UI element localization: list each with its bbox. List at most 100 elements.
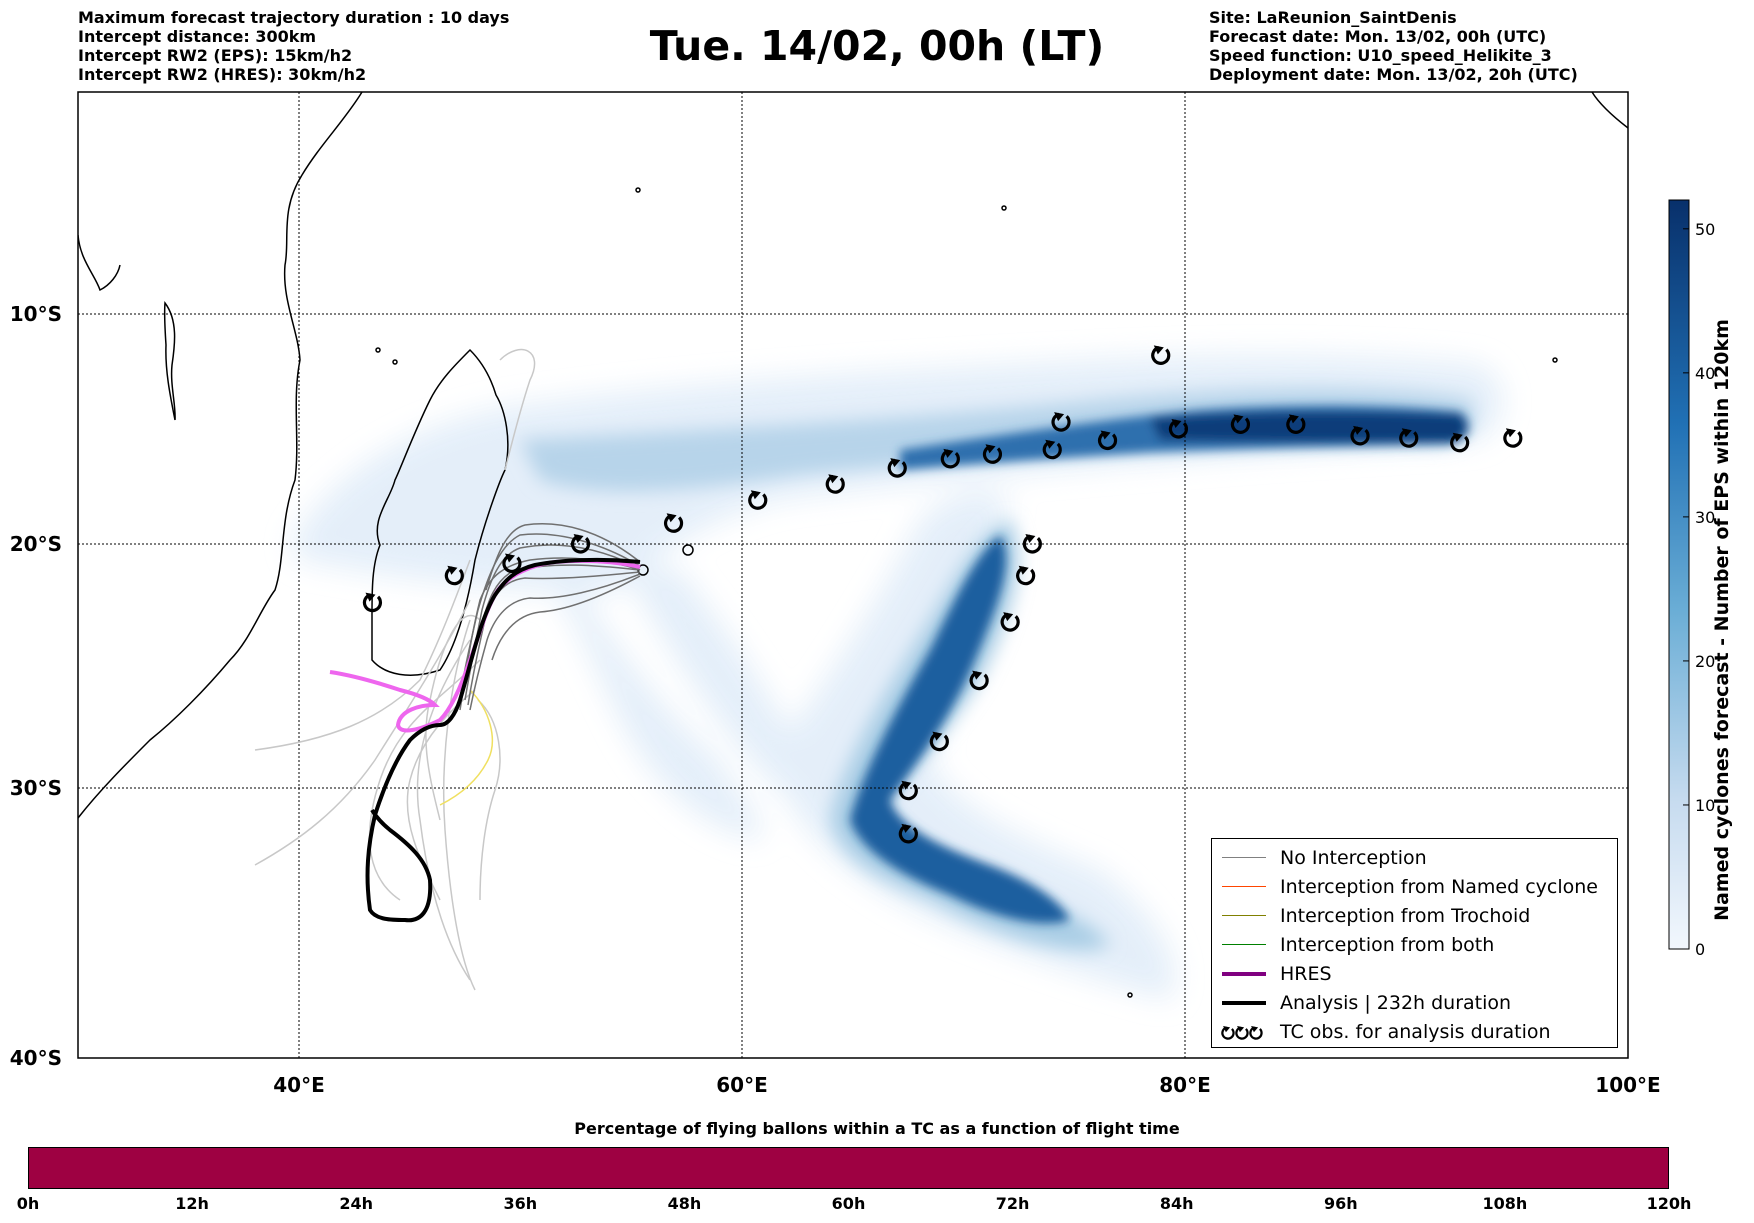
colorbar-tick-label: 0: [1695, 940, 1705, 959]
eps-light-4: [416, 639, 471, 981]
legend-item-no-interception: No Interception: [1220, 843, 1609, 872]
legend-label: TC obs. for analysis duration: [1280, 1020, 1551, 1043]
legend-label: HRES: [1280, 962, 1332, 985]
coast-lake: [163, 300, 176, 421]
coast-africa-horn: [78, 234, 121, 292]
eps-gray-6: [485, 523, 641, 591]
legend-item-analysis: Analysis | 232h duration: [1220, 988, 1609, 1017]
cyclone-icon: [1503, 426, 1523, 448]
legend-label: Interception from Named cyclone: [1280, 875, 1598, 898]
colorbar-tick-label: 50: [1695, 220, 1715, 239]
header-left-line-4: Intercept RW2 (HRES): 30km/h2: [78, 65, 367, 84]
coast-africa: [78, 92, 363, 819]
legend-item-tc-obs: TC obs. for analysis duration: [1220, 1017, 1609, 1046]
eps-light-5: [368, 659, 481, 901]
legend-swatch: [1222, 914, 1266, 916]
cyclone-icon: [1016, 564, 1036, 586]
coast-comoros-1: [375, 347, 381, 353]
flight-time-tick-label: 96h: [1323, 1194, 1358, 1213]
flight-time-tick-label: 24h: [339, 1194, 374, 1213]
legend-item-named-cyclone: Interception from Named cyclone: [1220, 872, 1609, 901]
coast-sumatra: [1591, 92, 1628, 129]
lon-label-40: 40°E: [273, 1073, 325, 1097]
coast-mauritius: [682, 544, 694, 556]
eps-gray-5: [469, 573, 641, 711]
header-left-line-2: Intercept distance: 300km: [78, 27, 317, 46]
lon-label-60: 60°E: [716, 1073, 768, 1097]
gridlines: [78, 92, 1628, 1058]
legend-swatch: [1222, 943, 1266, 945]
analysis-track: [365, 557, 641, 923]
colorbar-vertical-fill: [1668, 199, 1690, 950]
coast-madagascar: [371, 348, 509, 676]
legend-swatch: [1222, 1000, 1266, 1005]
eps-gray-7: [491, 575, 641, 661]
legend-item-trochoid: Interception from Trochoid: [1220, 901, 1609, 930]
flight-time-tick-label: 36h: [503, 1194, 538, 1213]
legend-label: Analysis | 232h duration: [1280, 991, 1512, 1014]
flight-time-tick-label: 60h: [831, 1194, 866, 1213]
flight-time-tick-label: 120h: [1646, 1194, 1692, 1213]
header-left-line-1: Maximum forecast trajectory duration : 1…: [78, 8, 510, 27]
header-right-line-1: Site: LaReunion_SaintDenis: [1209, 8, 1457, 27]
lat-label-30: 30°S: [10, 776, 62, 800]
colorbar-label: Named cyclones forecast - Number of EPS …: [1711, 319, 1733, 921]
density-outer-west: [560, 560, 762, 840]
flight-time-tick-label: 108h: [1482, 1194, 1528, 1213]
coastlines: [78, 92, 1628, 998]
eps-light-2: [254, 599, 471, 866]
header-right-line-2: Forecast date: Mon. 13/02, 00h (UTC): [1209, 27, 1547, 46]
header-right-line-4: Deployment date: Mon. 13/02, 20h (UTC): [1209, 65, 1578, 84]
legend-item-both: Interception from both: [1220, 930, 1609, 959]
density-core-peak: [1150, 411, 1467, 443]
colorbar-vertical: 0 10 20 30 40 50: [1668, 199, 1715, 959]
coast-islet-1: [1552, 357, 1558, 363]
lon-label-80: 80°E: [1159, 1073, 1211, 1097]
lon-label-100: 100°E: [1595, 1073, 1660, 1097]
flight-time-tick-label: 72h: [995, 1194, 1030, 1213]
legend-swatch: [1222, 856, 1266, 858]
eps-light-tracks: [254, 349, 536, 991]
coast-chagos: [1001, 205, 1007, 211]
eps-trajectories: [254, 349, 641, 991]
axis-labels: 10°S 20°S 30°S 40°S 40°E 60°E 80°E 100°E: [10, 302, 1661, 1097]
header-left-line-3: Intercept RW2 (EPS): 15km/h2: [78, 46, 353, 65]
cyclone-icon: [1221, 1024, 1263, 1040]
colorbar-tick-label: 40: [1695, 364, 1715, 383]
colorbar-tick-label: 10: [1695, 796, 1715, 815]
colorbar-tick-label: 30: [1695, 508, 1715, 527]
flight-time-bar: [28, 1147, 1669, 1189]
coast-islet-2: [1127, 992, 1133, 998]
flight-time-tick-label: 0h: [16, 1194, 40, 1213]
legend-swatch: [1222, 885, 1266, 887]
flight-time-tick-label: 12h: [175, 1194, 209, 1213]
header-right: Site: LaReunion_SaintDenis Forecast date…: [1209, 8, 1578, 84]
eps-light-8: [499, 349, 536, 471]
map-frame: [77, 91, 1629, 1059]
legend-label: Interception from Trochoid: [1280, 904, 1531, 927]
coast-comoros-2: [392, 359, 398, 365]
eps-light-1: [254, 559, 471, 751]
header-left: Maximum forecast trajectory duration : 1…: [78, 8, 509, 84]
cyclone-icon: [1022, 532, 1042, 554]
flight-time-bar-caption: Percentage of flying ballons within a TC…: [574, 1119, 1180, 1138]
legend-item-hres: HRES: [1220, 959, 1609, 988]
colorbar-ticks: 0 10 20 30 40 50: [1683, 220, 1715, 959]
lat-label-10: 10°S: [10, 302, 62, 326]
map-title: Tue. 14/02, 00h (LT): [649, 22, 1105, 70]
flight-time-tick-label: 48h: [667, 1194, 702, 1213]
eps-yellow-track: [439, 689, 494, 806]
coast-seychelles: [635, 187, 641, 193]
legend-swatch: [1222, 971, 1266, 976]
legend: No Interception Interception from Named …: [1211, 838, 1618, 1048]
eps-light-3: [443, 619, 476, 991]
lat-label-20: 20°S: [10, 532, 62, 556]
eps-light-9: [477, 699, 501, 901]
legend-label: Interception from both: [1280, 933, 1495, 956]
header-right-line-3: Speed function: U10_speed_Helikite_3: [1209, 46, 1552, 65]
flight-time-tick-label: 84h: [1159, 1194, 1194, 1213]
lat-label-40: 40°S: [10, 1046, 62, 1070]
legend-label: No Interception: [1280, 846, 1427, 869]
colorbar-tick-label: 20: [1695, 652, 1715, 671]
